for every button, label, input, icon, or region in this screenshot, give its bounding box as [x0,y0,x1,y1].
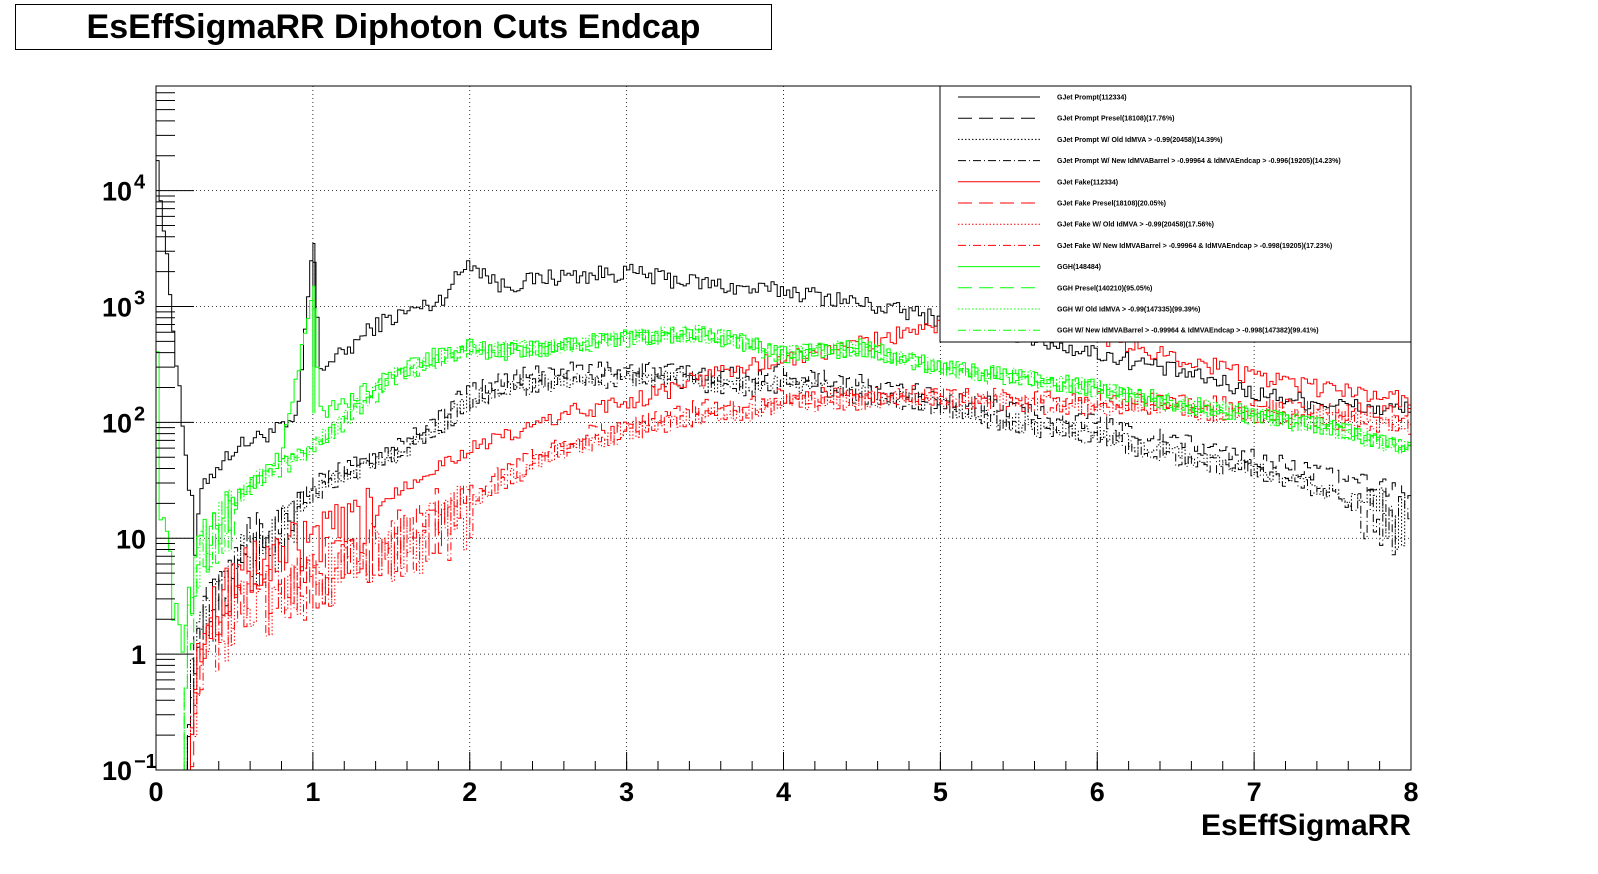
y-tick-exponent: 3 [134,288,145,310]
y-tick-label: 10 [102,756,132,786]
x-tick-label: 4 [776,777,791,807]
legend-entry: GJet Fake(112334) [1057,179,1118,186]
series-line [187,385,1411,771]
legend-entry: GJet Prompt W/ New IdMVABarrel > -0.9996… [1057,158,1341,165]
y-tick-exponent: −1 [134,751,157,773]
x-tick-label: 3 [619,777,634,807]
x-tick-label: 0 [148,777,163,807]
x-axis-title: EsEffSigmaRR [1201,809,1411,842]
series-line [183,327,1411,770]
legend: GJet Prompt(112334) GJet Prompt Presel(18… [939,85,1412,343]
y-tick-exponent: 2 [134,403,145,425]
legend-box [939,85,1412,343]
y-tick-label: 10 [102,408,132,438]
series-line [183,325,1411,770]
series-line [186,361,1411,770]
series-line [186,369,1411,770]
series-line [186,370,1411,770]
series-line [187,390,1411,771]
x-tick-label: 5 [933,777,948,807]
y-tick-exponent: 4 [134,172,146,194]
series-line [183,326,1411,770]
legend-entry: GJet Fake W/ Old IdMVA > -0.99(20458)(17… [1057,222,1214,229]
y-tick-label: 10 [102,177,132,207]
series-line [187,317,1411,771]
legend-entry: GGH(148484) [1057,264,1101,271]
series-line [187,391,1411,771]
series-layer [155,160,1411,771]
x-tick-label: 8 [1403,777,1418,807]
chart-title-box: EsEffSigmaRR Diphoton Cuts Endcap [15,4,772,50]
legend-entry: GJet Fake Presel(18108)(20.05%) [1057,201,1166,208]
x-tick-label: 7 [1247,777,1262,807]
legend-entry: GJet Prompt W/ Old IdMVA > -0.99(20458)(… [1057,137,1223,144]
x-tick-label: 2 [462,777,477,807]
chart-title: EsEffSigmaRR Diphoton Cuts Endcap [86,7,701,46]
y-tick-label: 10 [116,524,146,554]
y-tick-label: 10 [102,293,132,323]
legend-entry: GJet Fake W/ New IdMVABarrel > -0.99964 … [1057,243,1332,250]
legend-entry: GJet Prompt(112334) [1057,95,1127,102]
legend-entry: GGH Presel(140210)(95.05%) [1057,285,1152,292]
x-tick-label: 1 [305,777,320,807]
legend-entry: GGH W/ Old IdMVA > -0.99(147335)(99.39%) [1057,307,1200,314]
legend-entry: GGH W/ New IdMVABarrel > -0.99964 & IdMV… [1057,328,1319,335]
x-tick-label: 6 [1090,777,1105,807]
legend-entry: GJet Prompt Presel(18108)(17.76%) [1057,116,1175,123]
y-tick-label: 1 [131,640,146,670]
